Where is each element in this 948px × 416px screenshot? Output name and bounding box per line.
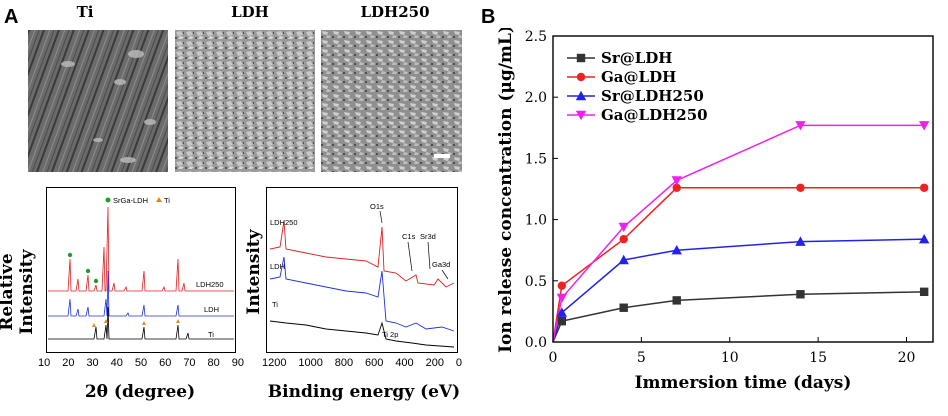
data-point-sr-ldh250 [556, 307, 568, 317]
data-point-sr-ldh [796, 290, 805, 299]
xps-trace-ldh250-label: LDH250 [270, 218, 298, 227]
xps-x-label: Binding energy (eV) [267, 382, 461, 402]
legend-marker-sr-ldh [576, 53, 586, 63]
xps-tick-400: 400 [395, 357, 414, 369]
x-tick-label: 10 [721, 350, 739, 366]
data-point-ga-ldh [796, 183, 805, 192]
legend-label-ga-ldh250: Ga@LDH250 [601, 106, 708, 124]
panel-a-label: A [4, 6, 19, 28]
sem-title-ldh: LDH [231, 3, 269, 21]
data-point-ga-ldh250 [918, 121, 930, 131]
xrd-tick-90: 90 [231, 357, 244, 369]
xps-tick-600: 600 [365, 357, 384, 369]
y-tick-label: 0.5 [525, 274, 547, 290]
xrd-plot: SrGa-LDH Ti LDH250 LDH Ti [46, 187, 236, 357]
series-line-ga-ldh [552, 187, 925, 343]
panel-b-label: B [481, 6, 496, 28]
xps-tick-200: 200 [425, 357, 444, 369]
xrd-tick-50: 50 [134, 357, 148, 369]
data-point-ga-ldh [619, 234, 628, 244]
data-point-sr-ldh [557, 316, 567, 326]
xrd-legend-ti-marker [156, 197, 162, 202]
y-tick-label: 1.5 [525, 151, 547, 167]
xrd-legend-ldh: SrGa-LDH [113, 196, 148, 205]
legend-marker-ga-ldh250 [575, 110, 587, 121]
xrd-tick-10: 10 [38, 357, 51, 369]
data-point-sr-ldh250 [918, 233, 930, 244]
xrd-tick-80: 80 [207, 357, 220, 369]
y-tick-label: 0.0 [525, 335, 547, 351]
data-point-ga-ldh [672, 183, 681, 192]
xps-tick-800: 800 [334, 357, 354, 369]
xps-trace-ti-label: Ti [272, 300, 278, 309]
xps-peak-o1s: O1s [370, 202, 384, 211]
y-tick-label: 2.5 [525, 29, 547, 45]
xrd-trace-ldh-label: LDH [204, 305, 219, 314]
data-point-sr-ldh250 [795, 236, 806, 246]
xrd-trace-ti-label: Ti [208, 330, 214, 339]
data-point-sr-ldh [619, 303, 628, 312]
data-point-ga-ldh250 [795, 121, 806, 131]
xrd-x-label: 2θ (degree) [84, 382, 196, 402]
xps-peak-c1s: C1s [402, 232, 416, 241]
scale-bar [434, 154, 450, 158]
xrd-legend-ldh-marker [105, 197, 111, 203]
data-point-ga-ldh250 [671, 176, 682, 186]
xps-tick-1200: 1200 [262, 357, 287, 369]
xrd-tick-20: 20 [62, 357, 75, 369]
series-line-ga-ldh250 [552, 124, 925, 343]
y-tick-label: 2.0 [525, 90, 547, 106]
chart-x-label: Immersion time (days) [635, 373, 852, 393]
xrd-tick-70: 70 [183, 357, 196, 369]
xps-peak-sr3d: Sr3d [420, 232, 436, 241]
data-point-sr-ldh [672, 296, 681, 305]
xps-x-ticks: 1200 1000 800 600 400 200 0 [262, 357, 462, 369]
legend-label-ga-ldh: Ga@LDH [601, 68, 676, 86]
xps-tick-0: 0 [455, 357, 462, 369]
series-line-sr-ldh250 [552, 238, 925, 343]
series-line-sr-ldh [552, 291, 925, 343]
xrd-trace-ldh250-label: LDH250 [196, 280, 224, 289]
data-point-sr-ldh [919, 287, 929, 297]
xrd-legend-ti: Ti [164, 196, 170, 205]
xrd-tick-60: 60 [159, 357, 172, 369]
data-point-sr-ldh250 [671, 245, 682, 255]
chart-frame [552, 35, 934, 343]
sem-image-ldh [175, 30, 315, 172]
xps-trace-ldh-label: LDH [270, 262, 285, 271]
sem-image-ldh250 [321, 30, 462, 172]
legend-label-sr-ldh: Sr@LDH [601, 49, 672, 67]
legend-marker-ga-ldh [576, 72, 586, 82]
data-point-ga-ldh [557, 281, 567, 290]
xrd-x-ticks: 10 20 30 40 50 60 70 80 90 [38, 357, 244, 369]
x-tick-label: 0 [549, 350, 558, 366]
y-tick-label: 1.0 [525, 213, 547, 229]
x-tick-label: 15 [809, 350, 827, 366]
sem-title-ldh250: LDH250 [360, 3, 430, 21]
chart-y-label: Ion release concentration (μg/mL) [496, 28, 516, 353]
xps-peak-ti2p: Ti 2p [382, 330, 398, 339]
xps-plot: LDH250 LDH Ti O1s C1s Sr3d Ga3d Ti 2p [266, 187, 458, 357]
sem-image-ti [28, 30, 168, 172]
legend-marker-sr-ldh250 [575, 90, 587, 101]
sem-title-ti: Ti [76, 3, 94, 21]
data-point-sr-ldh250 [618, 254, 629, 265]
data-point-ga-ldh [919, 183, 929, 192]
xps-tick-1000: 1000 [298, 357, 323, 369]
legend-label-sr-ldh250: Sr@LDH250 [601, 87, 704, 105]
data-point-ga-ldh250 [618, 222, 629, 233]
data-point-ga-ldh250 [556, 293, 568, 304]
xps-peak-ga3d: Ga3d [432, 260, 450, 269]
x-tick-label: 5 [637, 350, 646, 366]
xrd-tick-30: 30 [86, 357, 99, 369]
xrd-y-label: Relative Intensity [0, 249, 37, 335]
xrd-tick-40: 40 [110, 357, 123, 369]
x-tick-label: 20 [898, 350, 916, 366]
xps-y-label: Intensity [244, 229, 264, 315]
